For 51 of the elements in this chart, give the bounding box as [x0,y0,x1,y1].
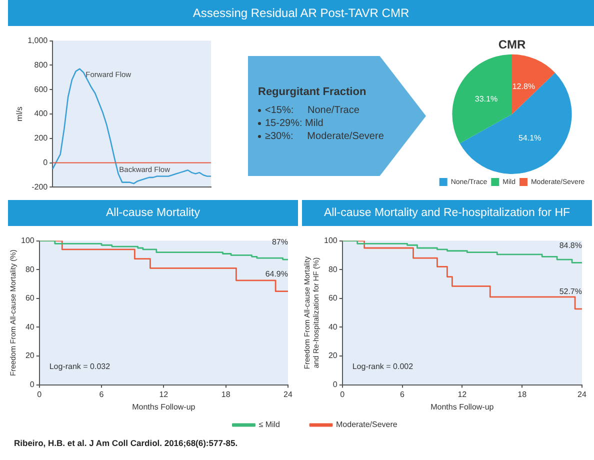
y-tick-label: 80 [328,264,338,274]
y-tick-label: 800 [34,60,48,70]
y-tick-label: 0 [43,158,48,168]
data-label: 54.1% [518,133,542,142]
data-label: 84.8% [559,240,582,250]
y-tick-label: 200 [34,134,48,143]
y-tick-label: 20 [25,351,35,360]
y-tick-label: 60 [328,294,338,303]
data-label: 87% [272,238,288,247]
y-tick-label: 40 [25,322,35,332]
y-tick-label: 40 [328,322,338,332]
data-label: 64.9% [265,270,288,279]
x-axis-title: Months Follow-up [132,402,196,412]
text: <15%: None/Trace [265,104,360,117]
chart-title: CMR [498,38,526,52]
x-tick-label: 0 [340,390,346,399]
y-tick-label: 0 [30,380,35,390]
y-tick-label: 600 [34,84,48,94]
legend-label: ≤ Mild [258,420,280,430]
x-tick-label: 18 [221,390,231,399]
chart-title: All-cause Mortality [8,200,298,226]
y-tick-label: 1,000 [28,36,48,46]
text: 15-29%: Mild [265,117,324,130]
y-tick-label: 20 [328,351,338,360]
legend-label: Moderate/Severe [336,420,398,430]
y-tick-label: 60 [25,294,35,303]
x-tick-label: 6 [99,390,104,399]
y-tick-label: 100 [324,236,338,246]
y-tick-label: 80 [25,264,35,274]
text: Assessing Residual AR Post-TAVR CMR [8,0,594,26]
x-axis-title: Months Follow-up [430,402,494,412]
x-tick-label: 12 [159,390,169,399]
y-tick-label: 100 [20,236,35,246]
x-tick-label: 6 [400,390,406,399]
annotation: Log-rank = 0.002 [352,362,414,371]
x-tick-label: 18 [518,390,528,399]
y-tick-label: -200 [32,182,48,192]
annotation: Log-rank = 0.032 [49,362,111,371]
y-tick-label: 400 [34,109,48,118]
y-axis-title: ml/s [15,106,24,122]
x-tick-label: 24 [578,390,587,399]
x-tick-label: 12 [458,390,468,399]
text: ≥30%: Moderate/Severe [265,130,384,143]
y-tick-label: 0 [332,380,338,390]
text: Ribeiro, H.B. et al. J Am Coll Cardiol. 2016;68(6):577-85. [14,438,238,448]
data-label: 12.8% [512,82,536,91]
x-tick-label: 24 [284,390,293,399]
data-label: 52.7% [559,287,582,296]
data-label: 33.1% [474,94,498,104]
chart-title: All-cause Mortality and Re-hospitalization for HF [302,200,592,226]
text: Regurgitant Fraction [258,86,366,98]
